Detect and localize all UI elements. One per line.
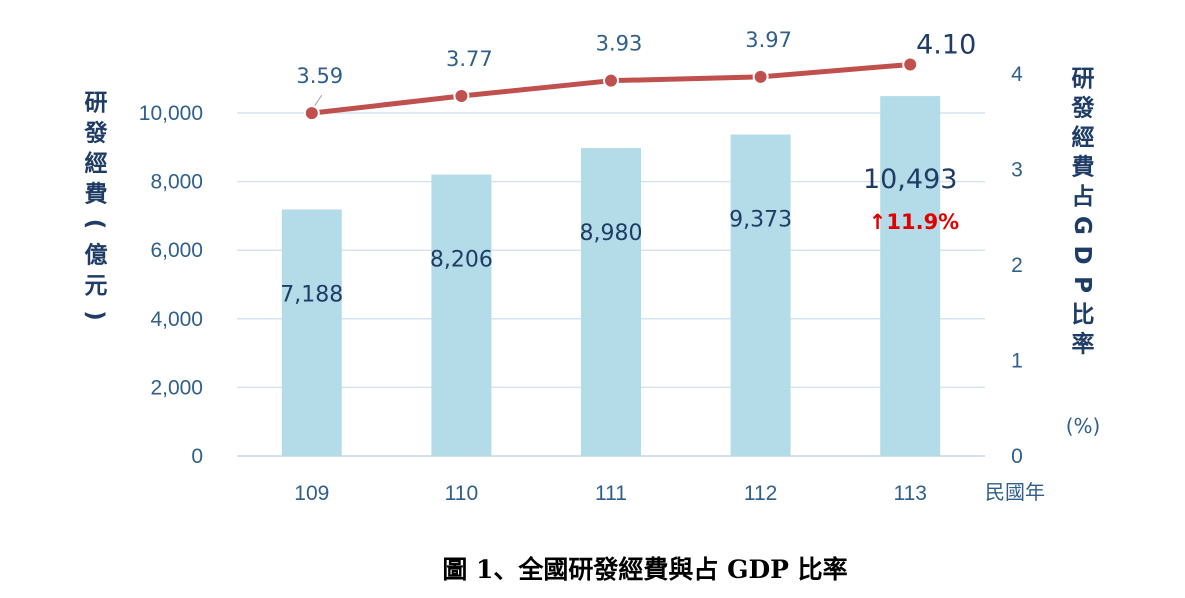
- figure-caption: 圖 1、全國研發經費與占 GDP 比率: [442, 555, 847, 584]
- x-axis-ticks: 109 110 111 112 113: [294, 482, 927, 505]
- right-axis-title-char: 率: [1072, 331, 1095, 358]
- right-axis-ticks: 0 1 2 3 4: [1011, 63, 1023, 468]
- ratio-line-path: [311, 61, 911, 116]
- ratio-point: [453, 87, 470, 104]
- left-axis-title-char: (: [82, 219, 108, 230]
- left-tick-label: 10,000: [139, 102, 203, 125]
- bar-value-label: 10,493: [863, 164, 957, 195]
- ratio-value-label: 3.59: [296, 64, 343, 88]
- right-axis-title-char: D: [1069, 245, 1095, 264]
- bar: [730, 134, 791, 456]
- x-tick-label: 109: [294, 482, 329, 505]
- left-axis-title-char: 研: [85, 90, 108, 116]
- ratio-line: 3.59 3.77 3.93 3.97 4.10: [296, 28, 976, 122]
- ratio-point: [752, 68, 769, 85]
- bar: [281, 209, 342, 456]
- right-axis-title-char: 研: [1072, 66, 1095, 92]
- bars: 7,188 8,206 8,980 9,373 10,493: [280, 96, 957, 457]
- ratio-point: [902, 56, 919, 73]
- bar: [581, 147, 641, 456]
- bar-value-label: 7,188: [280, 282, 343, 307]
- left-tick-label: 8,000: [150, 171, 203, 194]
- x-axis-unit: 民國年: [985, 480, 1045, 504]
- bar-value-label: 8,206: [430, 248, 493, 273]
- left-axis-title-char: ): [82, 310, 108, 321]
- right-axis-title-char: 比: [1072, 302, 1095, 328]
- left-tick-label: 4,000: [150, 308, 203, 331]
- bar-value-label: 8,980: [580, 221, 643, 246]
- x-tick-label: 113: [893, 482, 926, 505]
- left-tick-label: 2,000: [150, 376, 203, 399]
- left-axis-ticks: 0 2,000 4,000 6,000 8,000 10,000: [139, 102, 203, 468]
- bar-value-label: 9,373: [729, 208, 792, 233]
- right-axis-title-char: 經: [1072, 124, 1095, 151]
- ratio-point: [303, 105, 320, 122]
- right-tick-label: 2: [1011, 254, 1023, 277]
- growth-annotation: ↑11.9%: [869, 210, 959, 234]
- right-tick-label: 1: [1011, 350, 1023, 373]
- left-tick-label: 6,000: [150, 239, 203, 262]
- right-axis-title-char: 占: [1072, 184, 1095, 210]
- left-axis-title-char: 發: [84, 121, 108, 147]
- right-axis-title-char: 費: [1072, 155, 1095, 181]
- right-axis-unit: (%): [1066, 414, 1101, 438]
- right-tick-label: 4: [1011, 63, 1023, 86]
- right-axis-title-char: P: [1069, 276, 1095, 293]
- ratio-point: [603, 72, 619, 89]
- right-tick-label: 0: [1011, 445, 1023, 468]
- right-axis-title-char: 發: [1071, 96, 1095, 122]
- left-axis-title: 研發經費 ( 億元): [82, 90, 108, 321]
- left-axis-title-char: 費: [85, 182, 108, 208]
- x-tick-label: 111: [595, 482, 627, 505]
- left-axis-title-char: 經: [85, 150, 108, 177]
- label-leader: [313, 94, 323, 108]
- bar: [431, 174, 492, 457]
- ratio-value-label: 4.10: [916, 29, 976, 60]
- bar: [880, 96, 941, 457]
- right-axis-title-char: G: [1069, 216, 1095, 235]
- left-tick-label: 0: [191, 445, 203, 468]
- left-axis-title-char: 億: [85, 242, 108, 269]
- right-tick-label: 3: [1011, 159, 1023, 182]
- ratio-value-label: 3.77: [446, 47, 493, 71]
- x-tick-label: 112: [744, 482, 777, 505]
- left-axis-title-char: 元: [85, 273, 108, 299]
- x-tick-label: 110: [445, 482, 478, 505]
- ratio-value-label: 3.93: [596, 32, 643, 56]
- ratio-value-label: 3.97: [745, 28, 792, 52]
